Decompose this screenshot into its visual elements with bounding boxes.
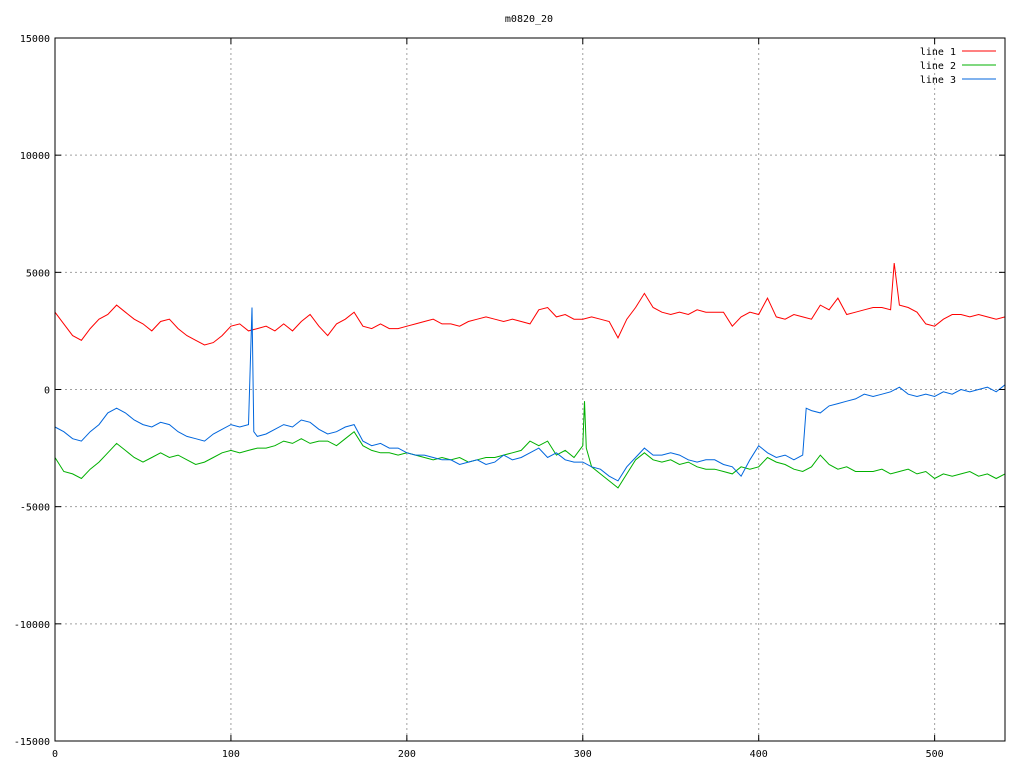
x-tick-label: 300 <box>574 749 592 760</box>
series-line-2 <box>54 401 1006 489</box>
legend-label-2: line 2 <box>920 61 956 72</box>
y-tick-label: -15000 <box>14 737 50 748</box>
y-tick-label: 0 <box>44 386 50 397</box>
y-tick-label: 5000 <box>26 268 50 279</box>
y-axis: -15000 -10000 -5000 0 5000 10000 15000 <box>14 34 1005 748</box>
legend-label-1: line 1 <box>920 47 956 58</box>
legend-label-3: line 3 <box>920 75 956 86</box>
series-lines <box>54 262 1006 489</box>
x-tick-label: 200 <box>398 749 416 760</box>
x-tick-label: 500 <box>926 749 944 760</box>
x-tick-label: 400 <box>750 749 768 760</box>
series-line-1 <box>54 262 1006 346</box>
y-tick-label: -5000 <box>20 503 50 514</box>
x-tick-label: 0 <box>52 749 58 760</box>
y-tick-label: 10000 <box>20 151 50 162</box>
x-tick-label: 100 <box>222 749 240 760</box>
chart-title: m0820_20 <box>505 14 553 25</box>
legend: line 1 line 2 line 3 <box>920 47 996 86</box>
y-tick-label: -10000 <box>14 620 50 631</box>
series-line-3 <box>54 307 1006 482</box>
x-axis: 0 100 200 300 400 500 <box>52 38 944 760</box>
y-tick-label: 15000 <box>20 34 50 45</box>
grid <box>55 38 1005 741</box>
